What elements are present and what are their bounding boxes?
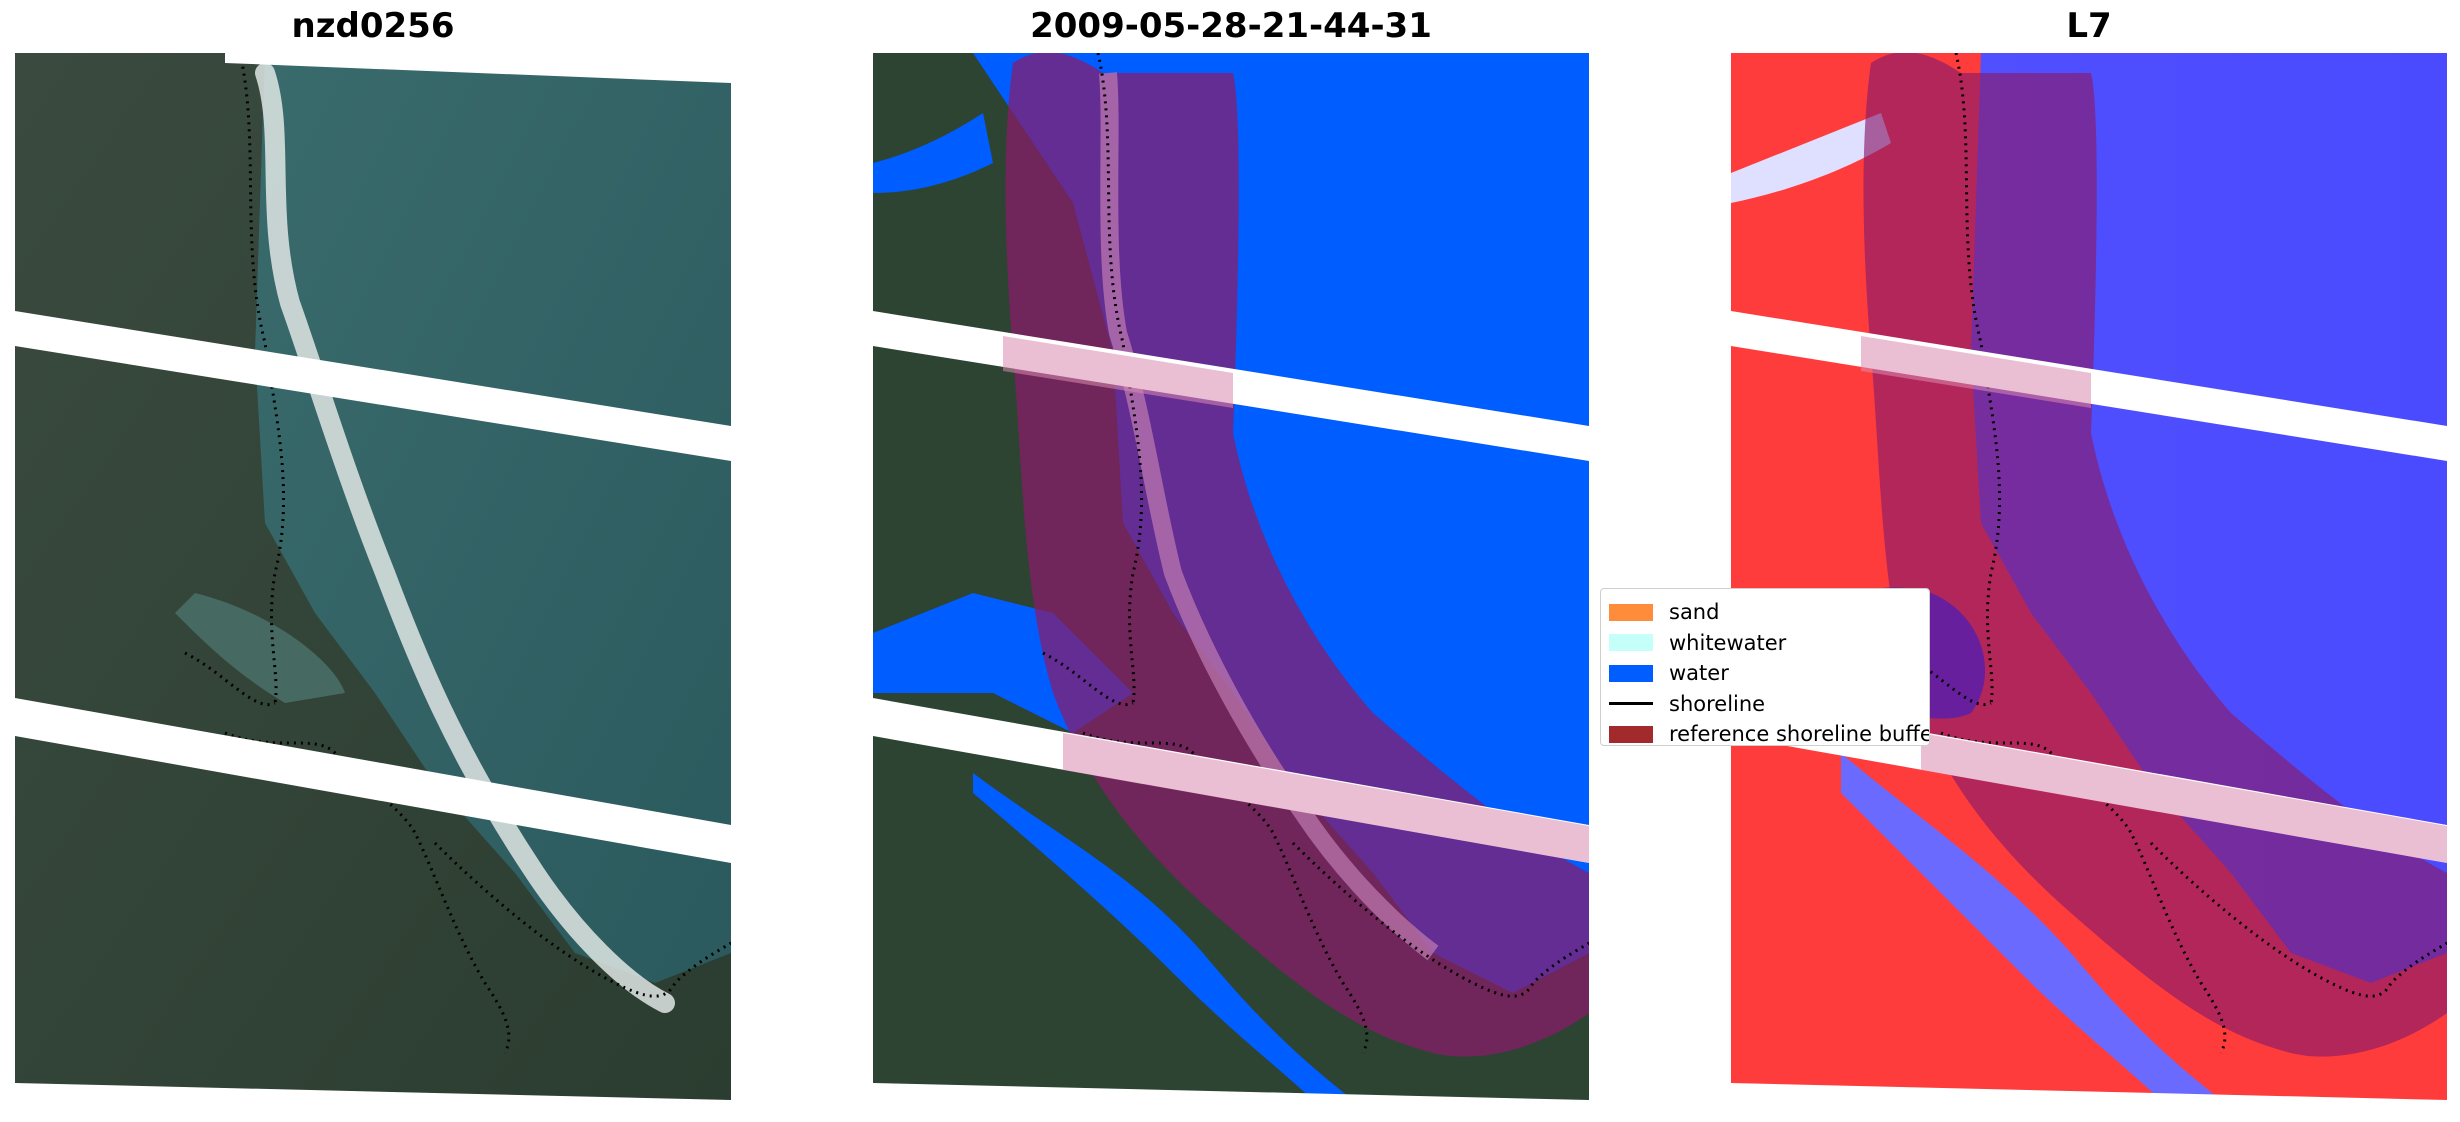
shoreline-trace xyxy=(184,53,731,1054)
buffer-over-stripe xyxy=(1003,336,1233,408)
panel-title-index: L7 xyxy=(2066,6,2112,46)
legend-item-shoreline: shoreline xyxy=(1601,689,1929,720)
sea-area xyxy=(255,53,731,983)
shoreline-line-sample xyxy=(1609,702,1653,706)
nodata-bottom xyxy=(15,1083,731,1100)
surf-zone xyxy=(255,63,675,1013)
legend-label: whitewater xyxy=(1669,630,1787,655)
panel-title-rgb: nzd0256 xyxy=(291,6,455,46)
buffer-over-stripe xyxy=(1861,336,2091,408)
bright-patch xyxy=(1731,113,1891,203)
buffer-over-stripe xyxy=(1063,733,1589,863)
buffer-over-stripe xyxy=(1921,733,2447,863)
whitewater-swatch xyxy=(1609,634,1653,652)
water-class xyxy=(973,773,1353,1100)
index-panel xyxy=(1731,53,2447,1100)
rgb-image-panel xyxy=(15,53,731,1100)
legend-item-buffer: reference shoreline buffer xyxy=(1601,719,1930,746)
legend: sand whitewater water shoreline referenc… xyxy=(1600,588,1930,746)
water-swatch xyxy=(1609,664,1653,682)
legend-label: sand xyxy=(1669,600,1720,625)
nodata-bottom xyxy=(873,1083,1589,1100)
nodata-stripe xyxy=(15,698,731,863)
panel-title-classification: 2009-05-28-21-44-31 xyxy=(1030,6,1432,46)
nodata-stripe xyxy=(15,311,731,461)
legend-item-sand: sand xyxy=(1601,597,1929,628)
estuary-shallows xyxy=(175,593,345,703)
legend-label: reference shoreline buffer xyxy=(1669,722,1930,746)
channel-water xyxy=(1841,753,2221,1100)
nodata-top xyxy=(225,53,731,83)
shoreline-trace xyxy=(1042,53,1589,1054)
water-class xyxy=(873,113,993,193)
sand-swatch xyxy=(1609,603,1653,621)
nodata-bottom xyxy=(1731,1083,2447,1100)
legend-label: water xyxy=(1669,661,1729,686)
buffer-swatch xyxy=(1609,725,1653,743)
legend-label: shoreline xyxy=(1669,691,1766,716)
legend-item-water: water xyxy=(1601,658,1929,689)
whitewater-class xyxy=(1099,72,1439,961)
classification-panel xyxy=(873,53,1589,1100)
legend-item-whitewater: whitewater xyxy=(1601,628,1929,659)
shoreline-trace xyxy=(1900,53,2447,1054)
